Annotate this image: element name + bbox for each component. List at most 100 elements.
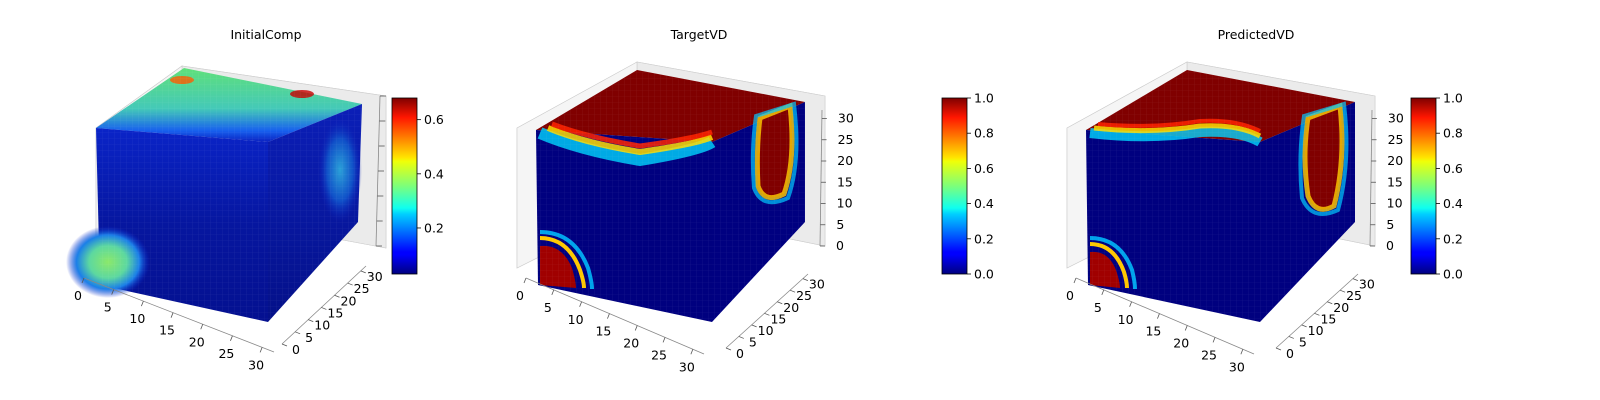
x-tick-label: 0 <box>1066 288 1074 303</box>
y-tick <box>1339 289 1346 293</box>
colorbar-gradient <box>1410 97 1437 275</box>
y-tick <box>360 270 366 274</box>
x-tick <box>634 325 638 331</box>
x-tick <box>579 301 582 307</box>
y-tick <box>321 307 327 310</box>
x-axis: 0 5 10 15 20 25 30 <box>74 277 275 372</box>
z-tick-label: 0 <box>836 238 844 253</box>
x-tick-label: 20 <box>189 334 205 349</box>
z-tick-label: 20 <box>837 153 853 168</box>
z-tick-label: 25 <box>1388 132 1404 147</box>
y-tick <box>751 324 757 328</box>
colorbar-tick-label: 0.2 <box>974 231 994 246</box>
y-tick-label: 25 <box>796 288 812 303</box>
x-axis: 0 5 10 15 20 25 30 <box>516 277 705 374</box>
voxel-cube <box>1086 70 1355 322</box>
x-tick <box>170 312 174 318</box>
x-tick <box>200 324 204 330</box>
y-tick-label: 25 <box>1346 288 1362 303</box>
x-tick <box>1184 325 1188 331</box>
x-tick-label: 20 <box>1173 336 1189 351</box>
x-tick <box>523 277 527 284</box>
x-tick-label: 10 <box>129 311 145 326</box>
x-tick-label: 25 <box>651 347 667 362</box>
z-tick-label: 25 <box>838 132 854 147</box>
colorbar: 0.0 0.2 0.4 0.6 0.8 1.0 <box>1410 91 1463 282</box>
x-tick <box>1157 313 1160 319</box>
y-tick-label: 25 <box>354 281 370 296</box>
x-tick-label: 0 <box>74 288 82 303</box>
colorbar-tick-label: 0.6 <box>424 112 444 127</box>
x-tick-label: 10 <box>1118 312 1134 327</box>
colorbar-tick-label: 0.4 <box>1443 196 1463 211</box>
y-tick <box>1327 301 1333 305</box>
y-tick <box>802 278 809 281</box>
colorbar: 0.2 0.4 0.6 <box>391 97 444 275</box>
y-tick-label: 15 <box>1320 311 1336 326</box>
x-tick <box>607 313 610 319</box>
x-tick-label: 15 <box>595 324 611 339</box>
x-tick <box>1240 349 1244 355</box>
x-tick-label: 10 <box>568 312 584 327</box>
colorbar-gradient <box>941 97 968 275</box>
x-tick <box>1073 277 1077 284</box>
y-tick <box>1314 312 1320 316</box>
x-tick <box>690 349 694 355</box>
colorbar-tick-label: 0.6 <box>1443 161 1463 176</box>
x-tick-label: 30 <box>248 357 264 372</box>
z-tick-label: 30 <box>838 111 854 126</box>
x-tick-label: 0 <box>516 288 524 303</box>
x-axis: 0 5 10 15 20 25 30 <box>1066 277 1255 374</box>
y-tick-label: 20 <box>783 300 799 315</box>
y-tick <box>308 319 314 322</box>
z-tick-label: 10 <box>1387 196 1403 211</box>
z-axis: 0 5 10 15 20 25 30 <box>819 109 854 253</box>
x-tick <box>1101 289 1105 296</box>
z-tick-label: 0 <box>1386 238 1394 253</box>
voxel-cube <box>66 68 362 322</box>
y-tick-label: 30 <box>1359 277 1375 292</box>
y-tick-label: 0 <box>736 346 744 361</box>
x-tick-label: 15 <box>1145 324 1161 339</box>
y-tick <box>738 336 744 339</box>
voxel-cube <box>536 70 805 322</box>
y-tick-label: 20 <box>341 293 357 308</box>
y-tick <box>725 347 732 351</box>
z-tick-label: 5 <box>836 217 844 232</box>
x-tick <box>81 277 85 284</box>
chart-title: PredictedVD <box>1218 27 1295 42</box>
colorbar: 0.0 0.2 0.4 0.6 0.8 1.0 <box>941 91 994 282</box>
z-tick-label: 15 <box>1387 174 1403 189</box>
x-tick <box>141 300 144 307</box>
x-tick <box>111 289 115 295</box>
y-tick-label: 15 <box>327 305 343 320</box>
z-axis: 0 5 10 15 20 25 30 <box>1369 109 1404 253</box>
colorbar-tick-label: 0.8 <box>1443 126 1463 141</box>
x-tick <box>230 335 233 341</box>
x-tick-label: 30 <box>679 359 695 374</box>
colorbar-tick-label: 0.8 <box>974 126 994 141</box>
y-tick-label: 0 <box>1286 346 1294 361</box>
y-tick <box>294 331 301 335</box>
y-tick-label: 30 <box>367 269 383 284</box>
colorbar-tick-label: 1.0 <box>974 91 994 106</box>
x-tick <box>1212 337 1216 343</box>
x-tick-label: 5 <box>1094 300 1102 315</box>
colorbar-tick-label: 1.0 <box>1443 91 1463 106</box>
x-tick <box>1129 301 1132 307</box>
x-tick-label: 5 <box>104 300 112 315</box>
z-tick-label: 15 <box>837 174 853 189</box>
chart-title: TargetVD <box>670 27 728 42</box>
y-tick-label: 10 <box>314 318 330 333</box>
y-tick <box>1352 278 1359 281</box>
x-tick-label: 30 <box>1229 359 1245 374</box>
x-tick-label: 25 <box>1201 347 1217 362</box>
z-tick-label: 30 <box>1388 111 1404 126</box>
